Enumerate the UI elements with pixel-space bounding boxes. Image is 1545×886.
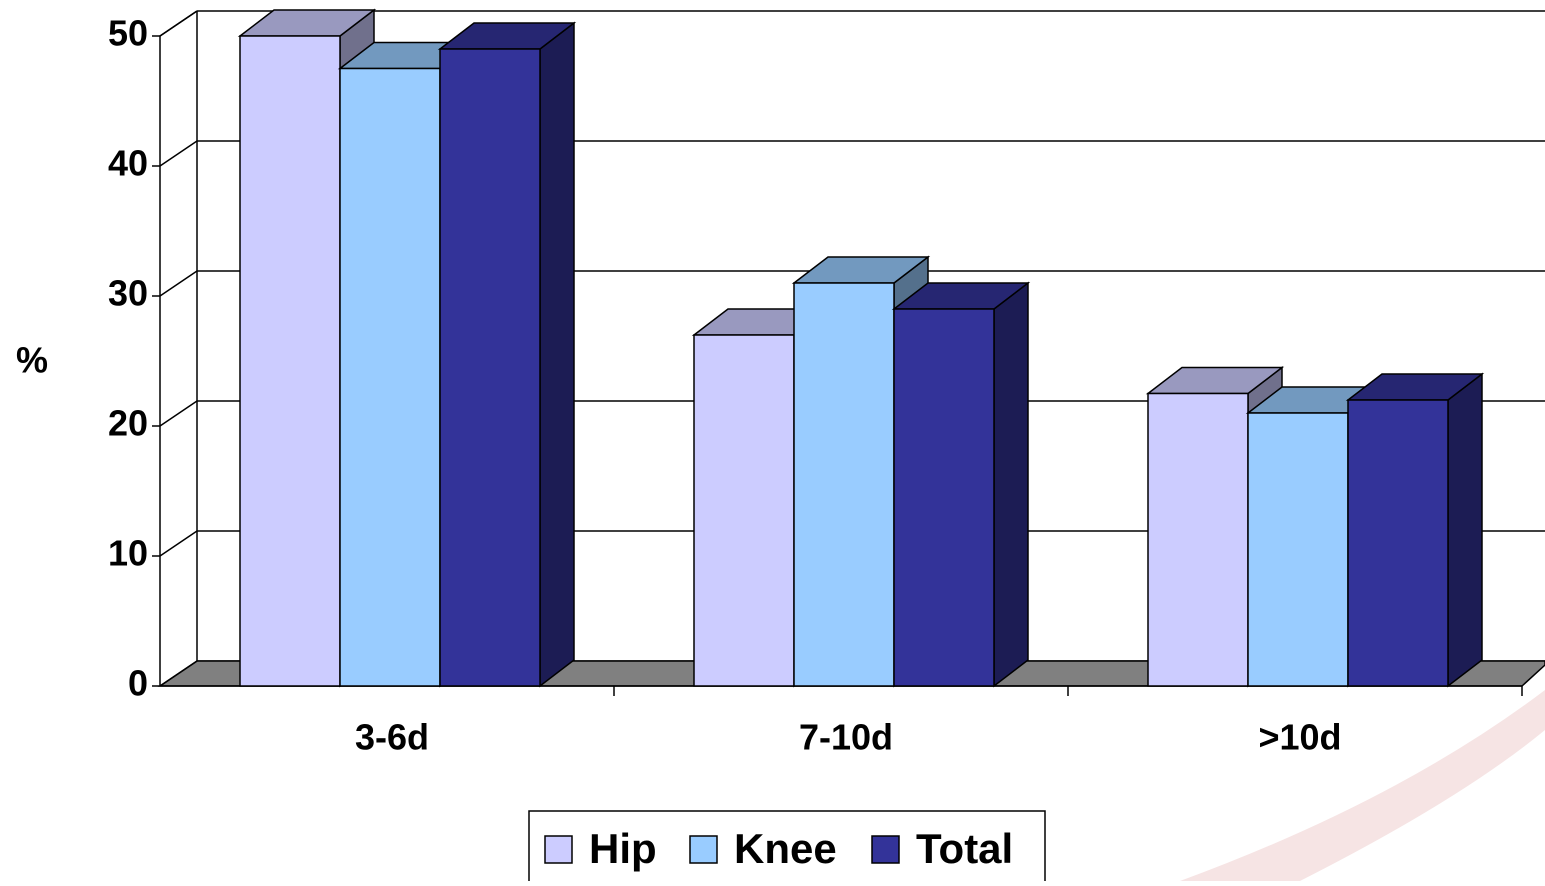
depth-line	[159, 10, 198, 37]
bar-front	[239, 35, 341, 687]
depth-line	[159, 660, 198, 687]
legend-label: Hip	[589, 825, 657, 872]
y-tick-label: 50	[108, 13, 148, 54]
y-axis-label: %	[16, 340, 48, 381]
y-tick-label: 40	[108, 143, 148, 184]
bar-front	[893, 308, 995, 687]
bar-front	[1147, 392, 1249, 687]
legend-swatch	[689, 835, 718, 864]
legend	[528, 810, 1046, 884]
legend-label: Total	[916, 825, 1013, 872]
bar-side	[539, 21, 575, 688]
y-tick-label: 0	[128, 663, 148, 704]
bar	[1345, 372, 1485, 688]
legend-label: Knee	[734, 825, 837, 872]
bar-side	[1447, 372, 1483, 688]
background-swoosh	[1180, 690, 1545, 881]
bar-front	[439, 48, 541, 687]
bar	[437, 21, 577, 688]
side-wall	[159, 10, 198, 686]
bar-front	[1247, 412, 1349, 687]
x-tick-label: 7-10d	[799, 717, 893, 758]
depth-line	[159, 530, 198, 557]
x-tick-label: 3-6d	[355, 717, 429, 758]
bar-front	[693, 334, 795, 687]
bar-side	[993, 281, 1029, 688]
bar	[891, 281, 1031, 688]
legend-items: Hip Knee Total	[544, 825, 1013, 872]
legend-swatch	[871, 835, 900, 864]
y-tick-label: 10	[108, 533, 148, 574]
bar-front	[793, 282, 895, 687]
depth-line	[159, 400, 198, 427]
depth-line	[159, 270, 198, 297]
plot: 0 10 20 30 40 50 3-6d 7-10d >10d	[108, 8, 1545, 758]
y-tick-label: 20	[108, 403, 148, 444]
depth-line	[159, 140, 198, 167]
bar-front	[1347, 399, 1449, 687]
y-tick-label: 30	[108, 273, 148, 314]
legend-swatch	[544, 835, 573, 864]
bar-front	[339, 67, 441, 687]
x-tick-label: >10d	[1258, 717, 1341, 758]
